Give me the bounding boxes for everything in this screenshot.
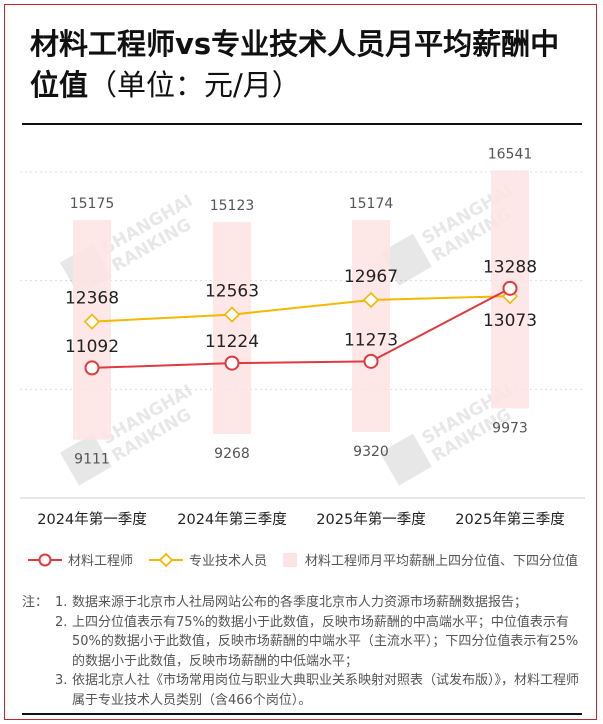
legend-label: 材料工程师月平均薪酬上四分位值、下四分位值 <box>305 554 579 569</box>
professionals-point <box>362 291 380 309</box>
materials-engineer-point <box>84 360 100 376</box>
materials-engineer-line <box>91 287 511 369</box>
watermark-logo-icon <box>380 433 432 486</box>
note-number: 2. <box>55 614 68 630</box>
legend-item-materials-engineer: 材料工程师 <box>28 550 133 569</box>
upper-quartile-label: 15175 <box>70 196 115 212</box>
footnotes: 注： 1. 数据来源于北京市人社局网站公布的各季度北京市人力资源市场薪酬数据报告；… <box>22 593 582 710</box>
x-tick-label: 2025年第一季度 <box>316 510 425 528</box>
upper-quartile-label: 15174 <box>349 196 394 212</box>
lower-quartile-label: 9973 <box>492 420 528 436</box>
note-item: 2. 上四分位值表示有75%的数据小于此数值，反映市场薪酬的中高端水平；中位值表示… <box>55 613 582 672</box>
upper-quartile-label: 15123 <box>210 198 255 214</box>
lower-quartile-label: 9268 <box>214 446 250 462</box>
x-tick-label: 2024年第三季度 <box>177 510 286 528</box>
professionals-line <box>91 295 511 323</box>
diamond-marker-icon <box>149 552 184 567</box>
chart-title: 材料工程师vs专业技术人员月平均薪酬中位值（单位：元/月） <box>30 24 570 106</box>
legend-item-professionals: 专业技术人员 <box>149 550 267 569</box>
x-tick-label: 2024年第一季度 <box>37 510 146 528</box>
watermark-logo-icon <box>60 433 112 486</box>
lower-quartile-label: 9111 <box>74 452 110 468</box>
x-tick-label: 2025年第三季度 <box>455 510 564 528</box>
professionals-value-label: 13073 <box>483 311 537 331</box>
title-divider <box>22 123 582 125</box>
note-text: 上四分位值表示有75%的数据小于此数值，反映市场薪酬的中高端水平；中位值表示有5… <box>72 614 579 669</box>
professionals-point <box>223 306 241 323</box>
card-frame <box>4 4 597 720</box>
note-text: 依据北京人社《市场常用岗位与职业大典职业关系映射对照表（试发布版）》，材料工程师… <box>72 673 580 708</box>
note-number: 1. <box>55 595 68 610</box>
note-item: 1. 数据来源于北京市人社局网站公布的各季度北京市人力资源市场薪酬数据报告； <box>55 593 582 613</box>
professionals-value-label: 12368 <box>65 289 119 309</box>
materials-engineer-value-label: 11273 <box>344 330 398 350</box>
circle-marker-icon <box>28 553 62 566</box>
materials-engineer-value-label: 11224 <box>205 332 259 352</box>
title-text: 材料工程师vs专业技术人员月平均薪酬中位值 <box>30 27 560 102</box>
quartile-range-bar <box>352 220 390 433</box>
title-unit: （单位：元/月） <box>88 68 301 102</box>
legend-label: 专业技术人员 <box>189 554 268 569</box>
note-number: 3. <box>55 673 68 688</box>
watermark-logo-icon <box>380 233 432 286</box>
materials-engineer-point <box>502 280 518 296</box>
legend: 材料工程师 专业技术人员 材料工程师月平均薪酬上四分位值、下四分位值 <box>28 550 594 569</box>
legend-item-quartile-range: 材料工程师月平均薪酬上四分位值、下四分位值 <box>283 550 578 569</box>
range-swatch-icon <box>283 552 298 567</box>
professionals-value-label: 12967 <box>344 267 398 287</box>
notes-label: 注： <box>22 595 49 610</box>
professionals-point <box>83 313 101 330</box>
materials-engineer-value-label: 13288 <box>483 257 537 277</box>
note-text: 数据来源于北京市人社局网站公布的各季度北京市人力资源市场薪酬数据报告； <box>72 595 528 610</box>
materials-engineer-point <box>224 355 240 371</box>
quartile-range-bar <box>73 219 111 440</box>
legend-label: 材料工程师 <box>68 554 134 569</box>
professionals-value-label: 12563 <box>205 282 259 302</box>
upper-quartile-label: 16541 <box>488 147 533 163</box>
note-item: 3. 依据北京人社《市场常用岗位与职业大典职业关系映射对照表（试发布版）》，材料工… <box>55 671 582 710</box>
lower-quartile-label: 9320 <box>353 444 389 460</box>
bottom-divider <box>22 713 582 715</box>
materials-engineer-point <box>363 353 379 369</box>
materials-engineer-value-label: 11092 <box>65 337 119 357</box>
quartile-range-bar <box>213 221 251 434</box>
